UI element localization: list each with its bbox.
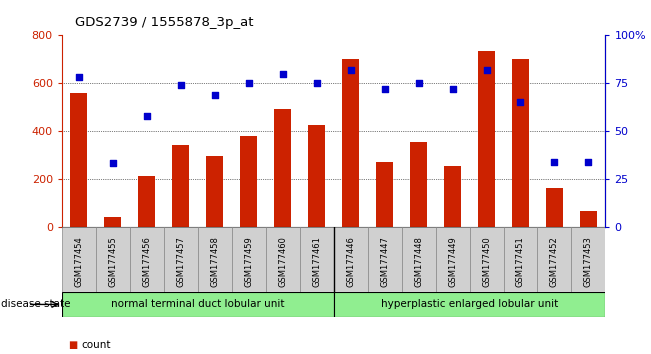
Bar <box>198 227 232 292</box>
Bar <box>274 109 291 227</box>
Point <box>277 71 288 76</box>
Point <box>311 80 322 86</box>
Text: GSM177452: GSM177452 <box>550 236 559 287</box>
Bar <box>138 176 156 227</box>
Text: GSM177450: GSM177450 <box>482 236 491 287</box>
Bar <box>70 93 87 227</box>
Text: normal terminal duct lobular unit: normal terminal duct lobular unit <box>111 299 284 309</box>
Point <box>549 159 560 164</box>
Point <box>107 161 118 166</box>
Bar <box>62 227 96 292</box>
Text: GSM177446: GSM177446 <box>346 236 355 287</box>
Bar <box>444 166 461 227</box>
Text: hyperplastic enlarged lobular unit: hyperplastic enlarged lobular unit <box>381 299 558 309</box>
Point <box>447 86 458 92</box>
Bar <box>503 227 538 292</box>
Bar <box>580 211 597 227</box>
Bar <box>266 227 299 292</box>
Bar <box>308 125 325 227</box>
Bar <box>572 227 605 292</box>
Text: GSM177448: GSM177448 <box>414 236 423 287</box>
Text: GSM177455: GSM177455 <box>108 236 117 287</box>
Bar <box>232 227 266 292</box>
Text: GSM177454: GSM177454 <box>74 236 83 287</box>
Bar <box>469 227 503 292</box>
Text: count: count <box>81 340 111 350</box>
Text: GSM177460: GSM177460 <box>278 236 287 287</box>
Point <box>141 113 152 119</box>
Bar <box>334 227 368 292</box>
Text: GSM177451: GSM177451 <box>516 236 525 287</box>
Text: GSM177447: GSM177447 <box>380 236 389 287</box>
Point <box>346 67 356 73</box>
Bar <box>173 145 189 227</box>
Point <box>481 67 492 73</box>
Text: GSM177449: GSM177449 <box>448 236 457 287</box>
Bar <box>402 227 436 292</box>
Point <box>176 82 186 88</box>
Bar <box>538 227 572 292</box>
Bar <box>62 292 334 317</box>
Point <box>516 99 526 105</box>
Bar <box>96 227 130 292</box>
Point <box>380 86 390 92</box>
Point <box>74 75 84 80</box>
Bar <box>130 227 164 292</box>
Bar <box>436 227 469 292</box>
Text: disease state: disease state <box>1 299 70 309</box>
Bar <box>240 136 257 227</box>
Bar <box>342 59 359 227</box>
Bar <box>410 142 427 227</box>
Text: GDS2739 / 1555878_3p_at: GDS2739 / 1555878_3p_at <box>75 16 253 29</box>
Text: GSM177457: GSM177457 <box>176 236 186 287</box>
Text: GSM177453: GSM177453 <box>584 236 593 287</box>
Text: GSM177458: GSM177458 <box>210 236 219 287</box>
Bar <box>376 162 393 227</box>
Bar <box>546 188 563 227</box>
Point <box>243 80 254 86</box>
Text: GSM177459: GSM177459 <box>244 236 253 287</box>
Bar <box>334 292 605 317</box>
Bar <box>512 59 529 227</box>
Text: ■: ■ <box>68 340 77 350</box>
Bar <box>478 51 495 227</box>
Point <box>210 92 220 97</box>
Bar <box>104 217 121 227</box>
Bar <box>206 156 223 227</box>
Bar <box>368 227 402 292</box>
Point <box>583 159 594 164</box>
Point <box>413 80 424 86</box>
Bar <box>299 227 333 292</box>
Bar <box>164 227 198 292</box>
Text: GSM177461: GSM177461 <box>312 236 321 287</box>
Text: GSM177456: GSM177456 <box>143 236 151 287</box>
